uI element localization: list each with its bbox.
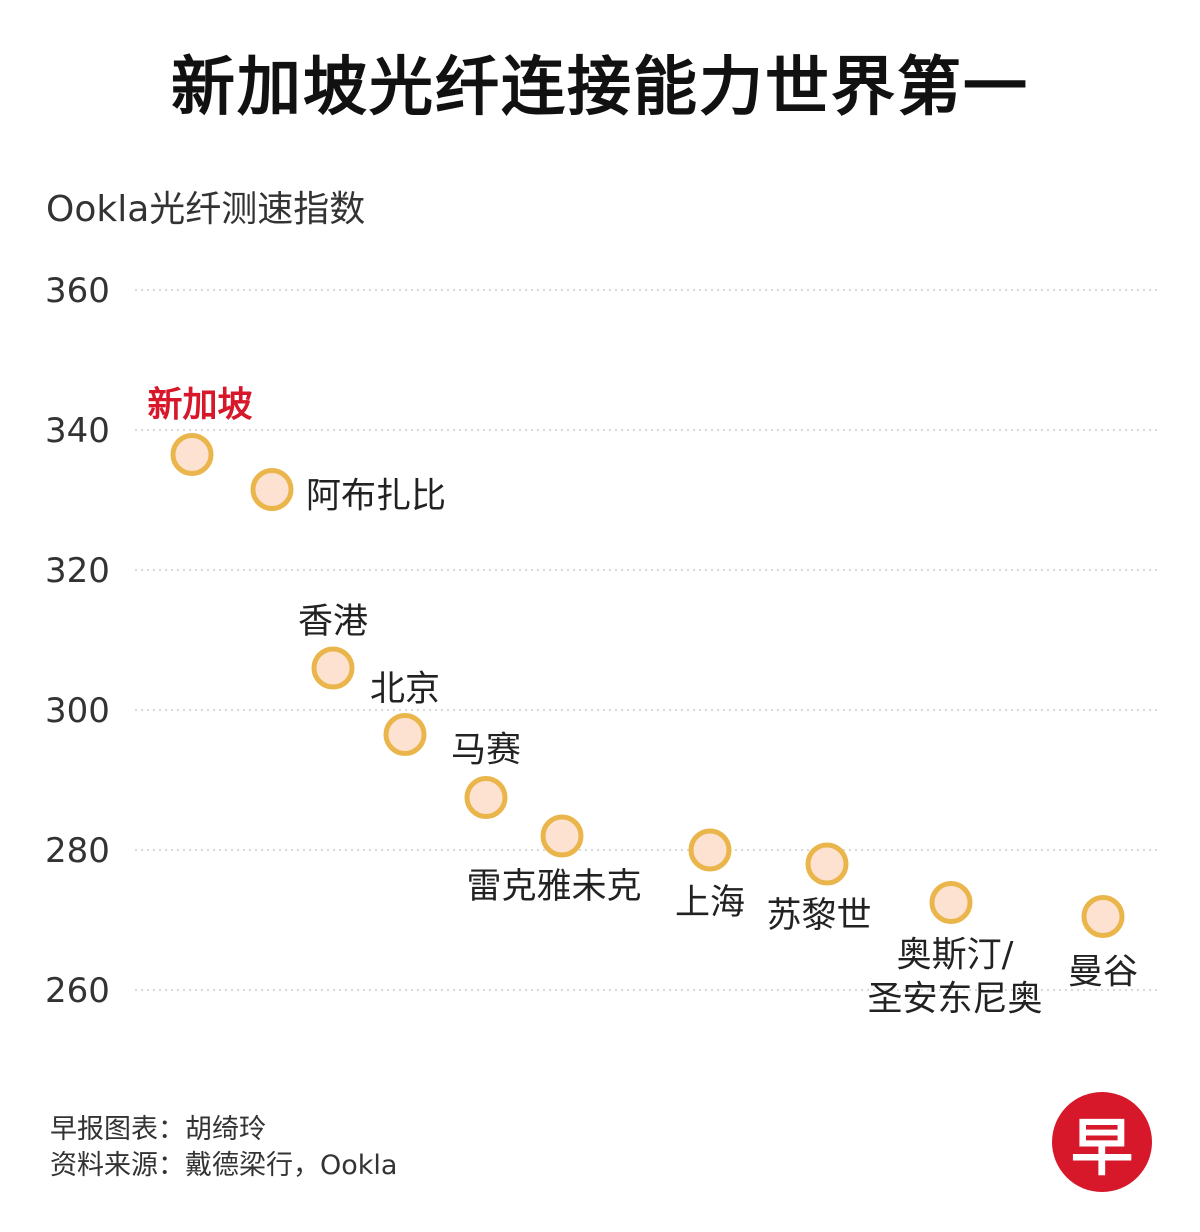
y-tick-label-360: 360 <box>45 271 110 311</box>
y-tick-label-300: 300 <box>45 691 110 731</box>
data-point-2 <box>311 646 355 690</box>
data-point-9 <box>1081 895 1125 938</box>
data-label-7: 苏黎世 <box>766 896 871 936</box>
data-point-4 <box>464 776 508 819</box>
y-tick-label-320: 320 <box>45 551 110 591</box>
data-label-6: 上海 <box>675 883 745 923</box>
data-label-4: 马赛 <box>451 731 521 771</box>
zaobao-logo: 早 <box>1052 1092 1152 1192</box>
data-label-1: 阿布扎比 <box>306 477 446 517</box>
data-label-9: 曼谷 <box>1068 953 1138 993</box>
data-label-3: 北京 <box>370 670 440 710</box>
data-point-6 <box>688 828 732 872</box>
page-title: 新加坡光纤连接能力世界第一 <box>171 51 1029 125</box>
data-point-3 <box>383 713 427 756</box>
y-tick-label-280: 280 <box>45 831 110 871</box>
data-label-2: 香港 <box>298 602 368 642</box>
y-tick-label-260: 260 <box>45 971 110 1011</box>
data-label-0: 新加坡 <box>147 386 252 426</box>
logo-text: 早 <box>1070 1111 1133 1184</box>
data-source: 资料来源：戴德梁行，Ookla <box>50 1150 398 1181</box>
data-label-5: 雷克雅未克 <box>466 867 641 907</box>
footer: 早报图表：胡绮玲 资料来源：戴德梁行，Ookla <box>50 1112 397 1184</box>
data-point-7 <box>805 842 849 886</box>
data-label-8: 奥斯汀/圣安东尼奥 <box>867 936 1042 1020</box>
data-point-1 <box>250 468 294 511</box>
data-point-8 <box>929 881 973 924</box>
data-point-5 <box>540 814 584 858</box>
chart-credit: 早报图表：胡绮玲 <box>50 1114 266 1145</box>
y-tick-label-340: 340 <box>45 411 110 451</box>
y-axis-label: Ookla光纤测速指数 <box>46 189 366 230</box>
data-point-0 <box>170 433 214 476</box>
